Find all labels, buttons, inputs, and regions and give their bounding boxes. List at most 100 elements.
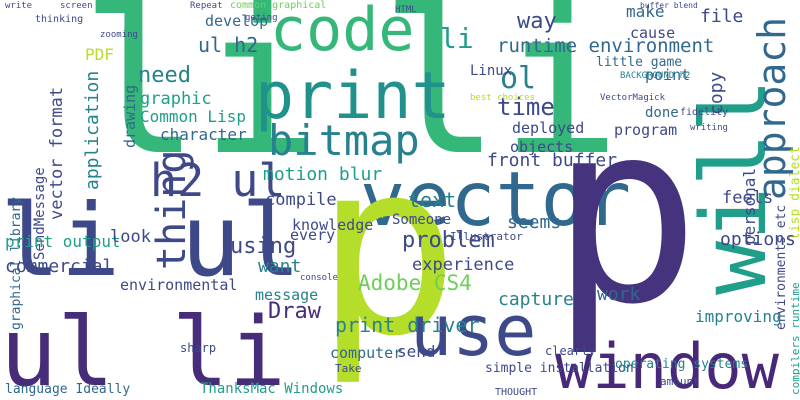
word: Linux (470, 63, 512, 79)
word: drawing (121, 85, 139, 148)
word: improving (695, 307, 782, 326)
word: done (645, 105, 679, 121)
word: environments etc (774, 205, 789, 330)
word: li ul (0, 182, 301, 299)
word: little game (596, 55, 682, 70)
word: PDF (85, 45, 114, 64)
word: character (160, 125, 247, 144)
word: p (550, 68, 701, 359)
word: time (497, 93, 555, 121)
word: BACKGROUND h2 (620, 71, 690, 81)
word: look (110, 227, 151, 247)
word: Someone (392, 212, 451, 228)
word: ul h2 (198, 33, 258, 57)
word: write (5, 1, 32, 11)
word: text (408, 188, 456, 212)
word: ThanksMac Windows (200, 381, 343, 397)
word: console (300, 273, 338, 283)
word: Adobe CS4 (358, 271, 472, 295)
word: deployed (512, 119, 584, 137)
word: problem (402, 228, 495, 253)
word: window (555, 330, 780, 400)
word: message (255, 286, 318, 304)
word: print (255, 59, 451, 134)
word: personal (740, 168, 759, 245)
word: writing (690, 123, 728, 133)
word: file (700, 6, 743, 27)
word: seems (507, 212, 561, 233)
word: best choices (470, 93, 535, 103)
word: vector (360, 155, 631, 243)
word: geting (245, 13, 278, 23)
word: Draw (268, 299, 322, 324)
word: print driver (335, 313, 480, 337)
word: fidelity (680, 107, 728, 118)
word: way (517, 9, 557, 34)
word: code (270, 0, 415, 65)
word: thinking (35, 14, 83, 25)
word: feels (722, 188, 773, 208)
word: compilers runtime (789, 282, 800, 395)
word: use (410, 290, 536, 372)
word: Illustrator (450, 230, 523, 243)
word: zooming (100, 30, 138, 40)
word: li (440, 22, 474, 55)
word: program (614, 121, 677, 139)
word: ol (500, 61, 536, 96)
word: work (597, 284, 641, 305)
word: buffer blend (640, 1, 698, 10)
word: h2 ul (150, 154, 285, 207)
word: want (258, 256, 301, 277)
word: graphic (140, 89, 212, 109)
word: THOUGHT (495, 387, 537, 398)
word: motion blur (263, 164, 382, 185)
word: send (397, 342, 436, 361)
word: computer (330, 344, 402, 362)
word: runtime environment (497, 35, 714, 57)
word: amount (660, 375, 700, 388)
word: objects (510, 138, 573, 156)
word: language Ideally (5, 382, 130, 397)
word: cause (630, 24, 675, 42)
word: Common Lisp (140, 107, 246, 126)
word: print output (5, 232, 121, 251)
word: commercial (5, 256, 113, 277)
word: sharp (180, 341, 216, 355)
word: simple installation (485, 361, 634, 376)
word: operating systems (615, 357, 748, 372)
word: every (290, 226, 335, 244)
word: HTML (395, 5, 417, 15)
word: front buffer (487, 150, 617, 171)
word: p (315, 109, 460, 389)
word: environmental (120, 276, 237, 294)
word: bitmap (268, 116, 420, 165)
word: need (138, 63, 191, 88)
word: li (80, 0, 321, 200)
word: application (82, 71, 103, 190)
word: thing (149, 150, 195, 270)
word: experience (412, 255, 514, 275)
word: knowledge (292, 216, 373, 234)
word: screen (60, 1, 93, 11)
word: lisp dialect (788, 146, 800, 240)
word: clearly (545, 344, 596, 358)
word: point (645, 66, 690, 84)
word: vector format (47, 87, 67, 220)
word: common graphical (230, 0, 326, 11)
word: li (380, 0, 621, 200)
word: using (230, 234, 296, 259)
word: Repeat (190, 1, 223, 11)
word: ul li (0, 298, 286, 400)
word: SendMessage (32, 167, 48, 260)
word: copy (706, 71, 727, 115)
word: capture (498, 289, 574, 310)
word: make (626, 2, 665, 21)
word: compile (265, 190, 337, 210)
word: VectorMagick (600, 93, 666, 103)
word: approach (750, 17, 794, 200)
word: Take (335, 362, 362, 375)
word: will (682, 78, 787, 295)
